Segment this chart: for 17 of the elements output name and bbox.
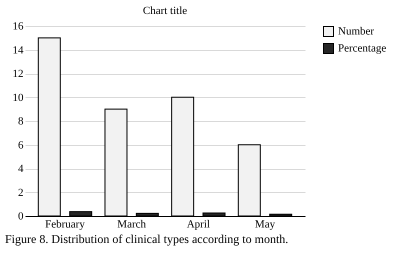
y-tick-label: 14 — [12, 44, 24, 56]
y-tick-label: 0 — [18, 210, 24, 222]
y-tick-label: 8 — [18, 116, 24, 128]
legend-label: Percentage — [338, 42, 386, 54]
y-tick-label: 16 — [12, 20, 24, 32]
y-tick-label: 2 — [18, 186, 24, 199]
y-tick-label: 4 — [18, 163, 24, 175]
x-tick-label: May — [254, 218, 276, 230]
y-tick-label: 6 — [18, 139, 24, 152]
legend-label: Number — [338, 26, 374, 38]
y-tick-label: 10 — [12, 92, 24, 104]
x-tick-label: April — [186, 218, 210, 230]
x-tick-label: February — [45, 218, 86, 230]
x-tick-label: March — [117, 218, 147, 230]
caption: Figure 8. Distribution of clinical types according to month. — [5, 232, 288, 246]
y-tick-label: 12 — [12, 68, 24, 80]
chart-title: Chart title — [142, 5, 188, 17]
